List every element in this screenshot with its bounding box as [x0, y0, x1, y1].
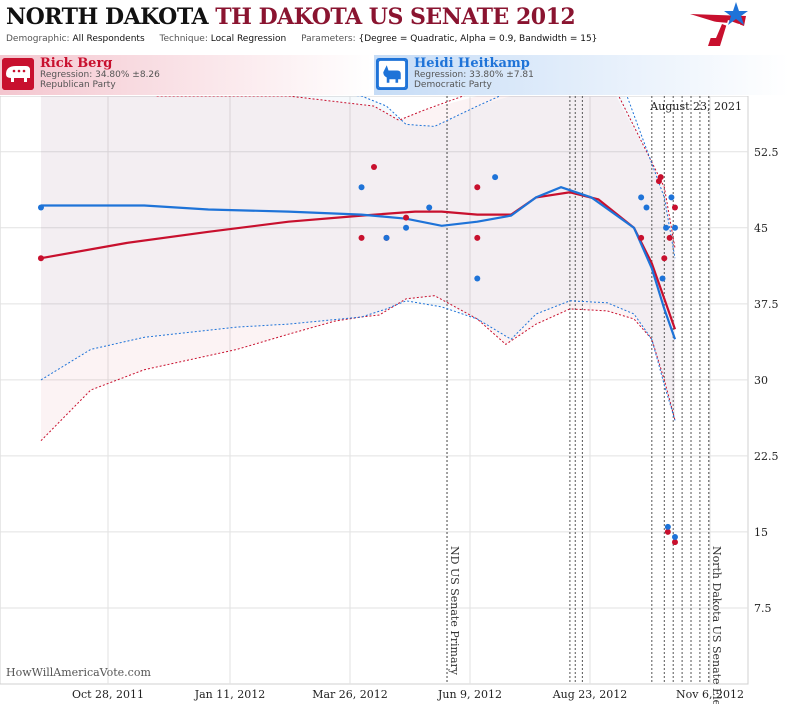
poll-point-dem [671, 534, 678, 540]
y-tick-label: 22.5 [754, 450, 779, 463]
lower-bound-dem [40, 300, 676, 421]
confidence-band-rep [40, 96, 675, 441]
parameters-value: {Degree = Quadratic, Alpha = 0.9, Bandwi… [358, 34, 598, 44]
rep-name: Rick Berg [40, 56, 113, 71]
poll-point-dem [664, 523, 671, 530]
poll-point-rep [666, 234, 673, 241]
candidate-rep[interactable]: Rick Berg Regression: 34.80% ±8.26 Repub… [0, 55, 372, 95]
y-tick-label: 52.5 [754, 146, 779, 159]
trend-line-dem [41, 186, 677, 340]
poll-point-rep [657, 174, 664, 181]
poll-point-dem [638, 194, 645, 201]
parameters-label: Parameters: [301, 34, 356, 44]
poll-point-dem [426, 204, 433, 211]
x-tick-label: Jun 9, 2012 [437, 688, 502, 701]
watermark: HowWillAmericaVote.com [6, 666, 151, 679]
poll-point-rep [37, 255, 44, 262]
poll-point-dem [37, 204, 44, 211]
confidence-band-dem [40, 96, 675, 421]
demographic-value: All Respondents [72, 34, 145, 44]
rep-regression: Regression: 34.80% ±8.26 [40, 70, 160, 80]
poll-point-dem [643, 204, 650, 211]
x-tick-label: Jan 11, 2012 [194, 688, 266, 701]
plot-area [0, 96, 749, 685]
regression-chart: 7.5 15 22.5 30 37.5 45 52.5 Oct 28, 2011 Jan 11,… [0, 96, 779, 704]
lower-bound-rep [40, 295, 676, 442]
dem-regression: Regression: 33.80% ±7.81 [414, 70, 534, 80]
y-tick-label: 45 [754, 222, 768, 235]
x-tick-label: Mar 26, 2012 [312, 688, 388, 701]
candidate-dem[interactable]: Heidi Heitkamp Regression: 33.80% ±7.81 … [374, 55, 789, 95]
poll-point-dem [358, 184, 365, 191]
parameters-line: Demographic: All Respondents Technique: … [6, 34, 609, 44]
y-tick-label: 7.5 [754, 602, 772, 615]
x-tick-label: Aug 23, 2012 [552, 688, 628, 701]
date-label: August 23, 2021 [649, 100, 742, 113]
title-state: NORTH DAKOTA [6, 4, 209, 30]
elephant-icon [2, 58, 34, 90]
poll-point-dem [668, 194, 675, 201]
poll-point-dem [403, 224, 410, 231]
y-tick-label: 30 [754, 374, 768, 387]
header: NORTH DAKOTA TH DAKOTA US SENATE 2012 De… [0, 0, 789, 52]
flag-logo-icon [686, 2, 750, 52]
poll-point-dem [383, 234, 390, 241]
poll-point-rep [664, 528, 671, 535]
poll-point-rep [638, 234, 645, 241]
poll-point-dem [671, 224, 678, 231]
poll-point-rep [474, 184, 481, 191]
rep-party: Republican Party [40, 80, 116, 90]
title-race: TH DAKOTA US SENATE 2012 [215, 4, 576, 30]
x-tick-label: Nov 6, 2012 [676, 688, 744, 701]
candidate-bar: Rick Berg Regression: 34.80% ±8.26 Repub… [0, 55, 789, 95]
poll-point-dem [474, 275, 481, 282]
poll-point-rep [474, 234, 481, 241]
y-tick-label: 15 [754, 526, 768, 539]
event-label: North Dakota US Senate Election [710, 546, 723, 704]
poll-point-dem [659, 275, 666, 282]
poll-point-rep [661, 255, 668, 262]
poll-point-rep [671, 204, 678, 211]
poll-point-dem [663, 224, 670, 231]
technique-label: Technique: [159, 34, 208, 44]
dem-name: Heidi Heitkamp [414, 56, 530, 71]
demographic-label: Demographic: [6, 34, 70, 44]
poll-point-dem [492, 174, 499, 181]
donkey-icon [376, 58, 408, 90]
technique-value: Local Regression [210, 34, 287, 44]
y-tick-label: 37.5 [754, 298, 779, 311]
event-label: ND US Senate Primary [448, 546, 461, 676]
dem-party: Democratic Party [414, 80, 492, 90]
page-title: NORTH DAKOTA TH DAKOTA US SENATE 2012 [6, 4, 576, 30]
poll-point-rep [358, 234, 365, 241]
poll-point-rep [403, 214, 410, 221]
x-tick-label: Oct 28, 2011 [72, 688, 144, 701]
poll-point-rep [671, 539, 678, 546]
poll-point-rep [371, 163, 377, 170]
